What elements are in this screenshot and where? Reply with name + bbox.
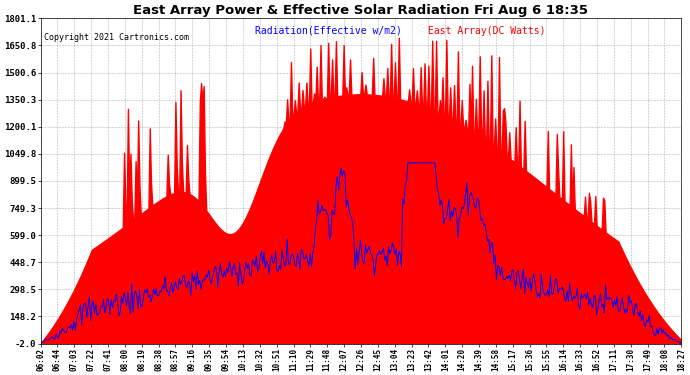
Title: East Array Power & Effective Solar Radiation Fri Aug 6 18:35: East Array Power & Effective Solar Radia… <box>133 4 589 17</box>
Text: East Array(DC Watts): East Array(DC Watts) <box>428 26 545 36</box>
Text: Radiation(Effective w/m2): Radiation(Effective w/m2) <box>255 26 402 36</box>
Text: Copyright 2021 Cartronics.com: Copyright 2021 Cartronics.com <box>44 33 189 42</box>
